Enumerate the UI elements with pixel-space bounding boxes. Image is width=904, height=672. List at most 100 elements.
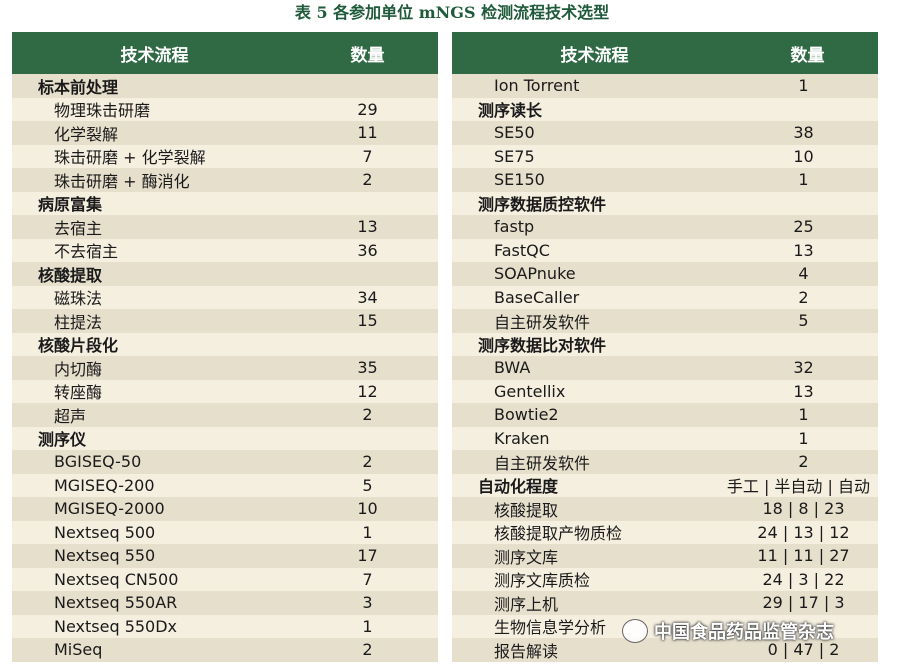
table-row: 测序上机 29 | 17 | 3 [452,591,878,615]
watermark: 中国食品药品监管杂志 [622,616,834,646]
right-table-header: 技术流程 数量 [452,32,878,74]
row-label: MGISEQ-2000 [54,499,165,519]
row-value: 13 [793,381,814,401]
row-value: 34 [357,287,378,307]
row-value: 1 [362,616,373,636]
row-value: 1 [798,428,809,448]
wechat-icon [622,619,648,643]
row-label: Nextseq 500 [54,522,156,542]
row-label: SE75 [494,146,535,166]
table-row: 磁珠法 34 [12,286,438,310]
row-value: 5 [362,475,373,495]
row-value: 25 [793,217,814,237]
table-row: 报告解读 0 | 47 | 2 [452,638,878,662]
left-table: 技术流程 数量 标本前处理 物理珠击研磨 29 化学裂解 11 珠击研磨 + 化学裂解 7 珠… [12,32,438,662]
row-value: 29 | 17 | 3 [762,593,845,613]
row-label: 核酸提取 [494,500,559,520]
table-row: 化学裂解 11 [12,121,438,145]
row-value: 4 [798,264,809,284]
row-label: 测序文库质检 [494,571,591,591]
row-label: 不去宿主 [54,242,119,262]
row-value: 2 [798,452,809,472]
header-count: 数量 [790,45,825,66]
row-value: 3 [362,593,373,613]
table-row: 自主研发软件 5 [452,309,878,333]
table-row: BGISEQ-50 2 [12,450,438,474]
table-row: BWA 32 [452,356,878,380]
table-row: 核酸提取产物质检 24 | 13 | 12 [452,521,878,545]
row-label: BaseCaller [494,287,580,307]
row-value: 7 [362,569,373,589]
table-row: 珠击研磨 + 化学裂解 7 [12,145,438,169]
row-value: 1 [798,170,809,190]
row-value: 5 [798,311,809,331]
row-label: 病原富集 [38,195,103,215]
row-label: 转座酶 [54,383,103,403]
category-row: 病原富集 [12,192,438,216]
row-value: 13 [793,240,814,260]
right-table: 技术流程 数量 Ion Torrent 1 测序读长 SE50 38 SE75 10 SE15… [452,32,878,662]
row-value: 29 [357,99,378,119]
table-row: Nextseq CN500 7 [12,568,438,592]
row-label: Kraken [494,428,550,448]
table-row: Nextseq 550 17 [12,544,438,568]
table-row: 核酸提取 18 | 8 | 23 [452,497,878,521]
row-value: 2 [798,287,809,307]
row-value: 7 [362,146,373,166]
row-label: 报告解读 [494,641,559,661]
header-count: 数量 [350,45,385,66]
row-label: 物理珠击研磨 [54,101,151,121]
row-value: 0 | 47 | 2 [767,640,840,660]
row-value: 1 [798,76,809,96]
row-label: MiSeq [54,640,103,660]
row-label: fastp [494,217,535,237]
table-row: Nextseq 550Dx 1 [12,615,438,639]
row-label: 核酸提取产物质检 [494,524,623,544]
table-row: Ion Torrent 1 [452,74,878,98]
row-value: 手工 | 半自动 | 自动 [726,477,870,497]
row-label: 柱提法 [54,312,103,332]
row-label: 标本前处理 [38,77,119,97]
row-value: 35 [357,358,378,378]
row-label: BWA [494,358,531,378]
row-label: SOAPnuke [494,264,576,284]
table-row: SE50 38 [452,121,878,145]
row-label: 测序读长 [478,101,543,121]
category-row: 测序数据比对软件 [452,333,878,357]
table-row: MiSeq 2 [12,638,438,662]
row-label: FastQC [494,240,550,260]
row-label: 珠击研磨 + 酶消化 [54,171,190,191]
row-label: 磁珠法 [54,289,103,309]
left-table-header: 技术流程 数量 [12,32,438,74]
row-value: 13 [357,217,378,237]
row-label: 自动化程度 [478,477,559,497]
row-value: 12 [357,381,378,401]
row-value: 2 [362,640,373,660]
watermark-text: 中国食品药品监管杂志 [654,622,834,643]
category-row: 测序仪 [12,427,438,451]
row-value: 24 | 13 | 12 [757,522,850,542]
row-label: 核酸提取 [38,265,103,285]
row-value: 2 [362,170,373,190]
row-label: SE150 [494,170,545,190]
table-row: 去宿主 13 [12,215,438,239]
row-value: 15 [357,311,378,331]
row-value: 2 [362,405,373,425]
row-label: 测序数据质控软件 [478,195,607,215]
table-row: 柱提法 15 [12,309,438,333]
row-label: 自主研发软件 [494,312,591,332]
row-label: 内切酶 [54,359,103,379]
row-label: 化学裂解 [54,124,119,144]
category-row: 测序数据质控软件 [452,192,878,216]
row-label: 珠击研磨 + 化学裂解 [54,148,206,168]
row-label: 生物信息学分析 [494,618,607,638]
row-value: 2 [362,452,373,472]
table-row: SE150 1 [452,168,878,192]
table-row: 自主研发软件 2 [452,450,878,474]
row-value: 1 [362,522,373,542]
category-row: 自动化程度 手工 | 半自动 | 自动 [452,474,878,498]
row-value: 1 [798,405,809,425]
table-row: MGISEQ-2000 10 [12,497,438,521]
row-value: 11 [357,123,378,143]
row-label: Gentellix [494,381,566,401]
